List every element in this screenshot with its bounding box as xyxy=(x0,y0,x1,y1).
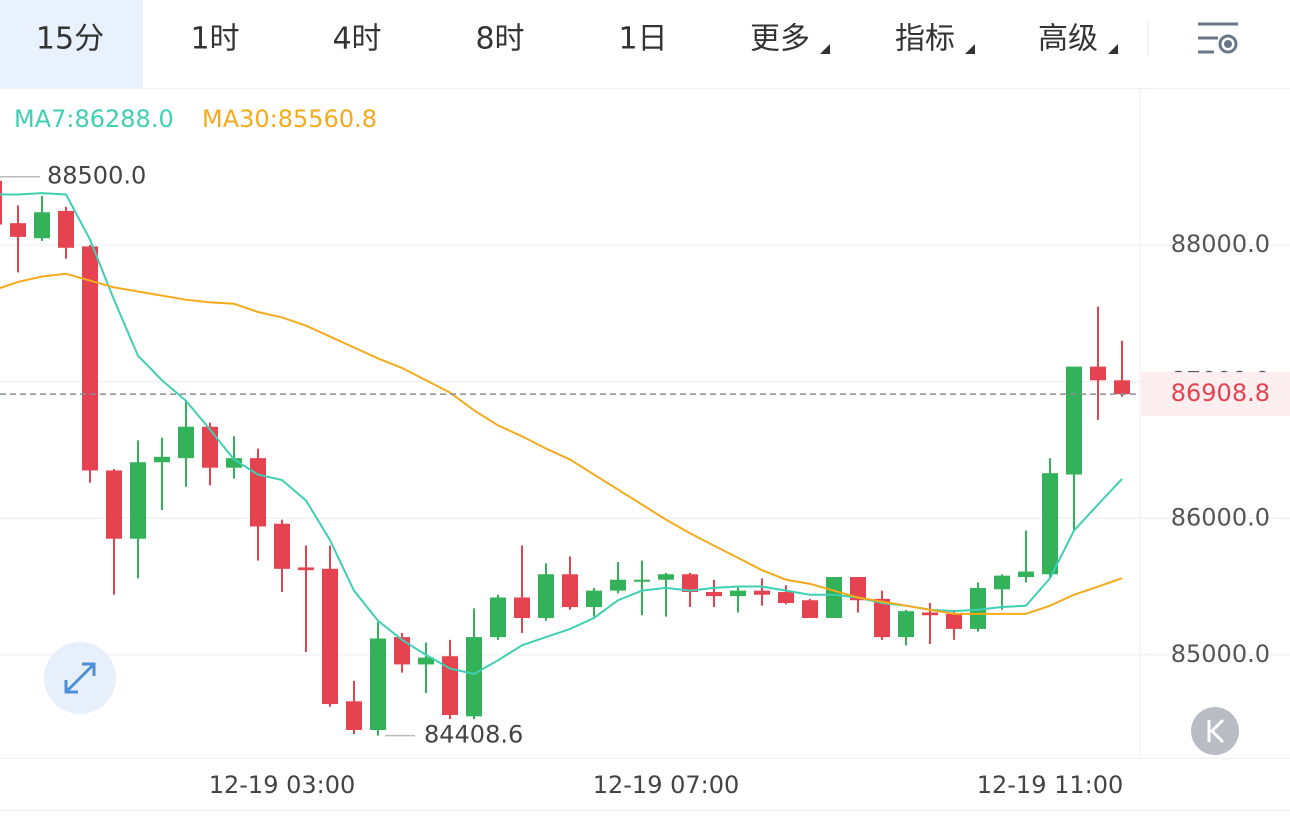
candle-body xyxy=(106,470,122,539)
candle-body xyxy=(1066,366,1082,475)
candle-body xyxy=(298,567,314,571)
ma7-legend: MA7:86288.0 xyxy=(14,105,174,133)
tab[interactable]: 1时 xyxy=(190,22,239,57)
tab[interactable]: 更多 xyxy=(750,22,810,57)
candle-body xyxy=(322,568,338,705)
dropdown-arrow xyxy=(965,44,975,54)
annotation-label: 88500.0 xyxy=(47,162,146,190)
candle-body xyxy=(202,426,218,468)
candle-body xyxy=(850,576,866,601)
candle-body xyxy=(898,611,914,638)
candle-body xyxy=(466,637,482,717)
candle-body xyxy=(922,612,938,616)
candle-body xyxy=(946,613,962,629)
candle-body xyxy=(682,574,698,593)
candle-body xyxy=(490,597,506,638)
candle-body xyxy=(634,579,650,582)
candle-body xyxy=(802,600,818,618)
active-tab-bg xyxy=(0,0,143,88)
candle-body xyxy=(154,456,170,463)
overlay: 86908.8 88500.0 84408.6 xyxy=(0,162,1290,749)
x-tick-label: 12-19 03:00 xyxy=(209,771,356,799)
y-tick-label: 86000.0 xyxy=(1171,503,1270,531)
x-tick-label: 12-19 11:00 xyxy=(977,771,1124,799)
candle-body xyxy=(370,638,386,730)
candle-body xyxy=(586,590,602,608)
back-button[interactable] xyxy=(1191,707,1239,755)
candle-body xyxy=(10,223,26,237)
candle-body xyxy=(970,587,986,629)
tab[interactable]: 指标 xyxy=(895,22,955,57)
candle-body xyxy=(562,574,578,608)
ma-line xyxy=(0,192,1123,676)
candle-body xyxy=(394,637,410,665)
settings-icon[interactable] xyxy=(1198,22,1238,54)
annotation-label: 84408.6 xyxy=(424,721,523,749)
ma30-legend: MA30:85560.8 xyxy=(202,105,377,133)
candle-body xyxy=(874,598,890,638)
candle-body xyxy=(82,246,98,471)
candle-body xyxy=(778,592,794,603)
y-tick-label: 85000.0 xyxy=(1171,640,1270,668)
candle-body xyxy=(274,523,290,569)
candle-body xyxy=(130,462,146,539)
dropdown-arrow xyxy=(1108,44,1118,54)
candle-body xyxy=(1042,473,1058,575)
candle-body xyxy=(658,574,674,580)
candle-body xyxy=(250,458,266,527)
candle-body xyxy=(58,210,74,248)
candle-body xyxy=(514,597,530,618)
y-tick-label: 88000.0 xyxy=(1171,230,1270,258)
candle-body xyxy=(442,656,458,715)
candle-body xyxy=(226,458,242,468)
tab[interactable]: 4时 xyxy=(332,22,381,57)
candle-body xyxy=(730,590,746,597)
plot xyxy=(0,180,1130,736)
tab-bar: 15分 1时 4时 8时 1日 更多 指标 高级 xyxy=(36,22,1118,57)
tab[interactable]: 1日 xyxy=(618,22,667,57)
candle-body xyxy=(754,590,770,595)
current-price-label: 86908.8 xyxy=(1171,379,1270,407)
candle-body xyxy=(826,576,842,618)
candle-body xyxy=(706,592,722,597)
candle-body xyxy=(1114,380,1130,395)
candle-body xyxy=(0,180,2,225)
candle-body xyxy=(994,575,1010,590)
candle-body xyxy=(610,579,626,591)
x-tick-label: 12-19 07:00 xyxy=(593,771,740,799)
tab[interactable]: 高级 xyxy=(1038,22,1098,57)
candle-body xyxy=(1018,571,1034,577)
current-price-box xyxy=(1141,372,1290,417)
candle-body xyxy=(1090,366,1106,381)
candle-body xyxy=(34,212,50,239)
tab[interactable]: 8时 xyxy=(475,22,524,57)
tab[interactable]: 15分 xyxy=(36,22,104,57)
candle-body xyxy=(418,657,434,665)
candle-body xyxy=(538,574,554,618)
ma-line xyxy=(0,272,1123,615)
expand-button[interactable] xyxy=(44,642,116,714)
dropdown-arrow xyxy=(820,44,830,54)
candle-body xyxy=(178,426,194,459)
candle-body xyxy=(346,701,362,730)
